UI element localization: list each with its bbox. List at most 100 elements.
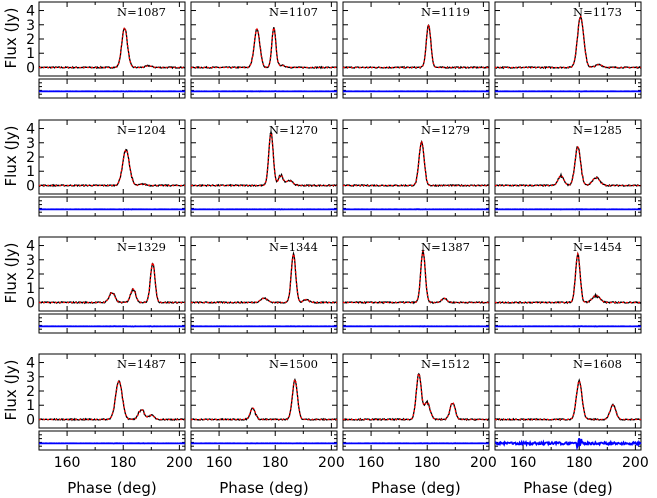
model-line: [343, 248, 489, 304]
model-line: [191, 251, 337, 304]
model-line: [191, 25, 337, 69]
model-line: [343, 371, 489, 421]
data-line: [190, 129, 338, 188]
x-tick-label: 160: [358, 455, 385, 471]
data-line: [38, 379, 186, 422]
x-tick-label: 180: [566, 455, 593, 471]
model-line: [495, 251, 641, 304]
model-line: [39, 260, 185, 304]
residual-axes-frame: [342, 78, 490, 99]
data-line: [495, 16, 642, 70]
panel: N=1107: [190, 1, 338, 99]
data-line: [342, 372, 490, 422]
panel-label: N=1387: [421, 240, 470, 254]
panel: N=1173: [494, 1, 642, 99]
data-line: [190, 377, 338, 422]
model-line: [39, 379, 185, 421]
residual-axes-frame: [494, 78, 642, 99]
y-axis-label: Flux (Jy): [2, 8, 20, 69]
model-line: [39, 148, 185, 187]
residual-axes-frame: [494, 430, 642, 451]
model-line: [191, 130, 337, 187]
y-tick-label: 2: [26, 384, 35, 400]
model-line: [495, 145, 641, 187]
residual-axes-frame: [494, 313, 642, 334]
x-tick-label: 180: [262, 455, 289, 471]
residual-axes-frame: [342, 430, 490, 451]
y-tick-label: 4: [26, 239, 35, 255]
y-tick-label: 4: [26, 4, 35, 20]
x-axis-label: Phase (deg): [523, 479, 613, 497]
x-axis-label: Phase (deg): [371, 479, 461, 497]
y-tick-label: 0: [26, 295, 35, 311]
panel: N=1454: [494, 236, 642, 334]
x-tick-label: 160: [54, 455, 81, 471]
y-tick-label: 0: [26, 60, 35, 76]
data-line: [342, 24, 490, 70]
panel-label: N=1454: [573, 240, 622, 254]
panel-label: N=1173: [573, 5, 622, 19]
y-tick-label: 4: [26, 122, 35, 138]
panel-label: N=1279: [421, 123, 470, 137]
axis-labels: Flux (Jy) Flux (Jy) Flux (Jy) Flux (Jy) …: [2, 8, 613, 497]
data-line: [494, 251, 642, 305]
y-tick-label: 3: [26, 18, 35, 34]
residual-axes-frame: [38, 430, 186, 451]
y-tick-label: 0: [26, 412, 35, 428]
model-line: [343, 139, 489, 187]
panel-label: N=1107: [269, 5, 318, 19]
residual-axes-frame: [190, 430, 338, 451]
panel: N=1512 160 180 200: [342, 353, 497, 471]
y-tick-label: 2: [26, 267, 35, 283]
panel-label: N=1608: [573, 357, 622, 371]
residual-axes-frame: [494, 196, 642, 217]
model-line: [343, 22, 489, 69]
data-line: [494, 146, 642, 188]
data-line: [494, 378, 642, 422]
x-tick-label: 160: [206, 455, 233, 471]
model-line: [495, 14, 641, 69]
y-tick-label: 1: [26, 281, 35, 297]
panel-label: N=1487: [117, 357, 166, 371]
y-tick-label: 3: [26, 253, 35, 269]
panel: N=1608 160 180 200: [494, 353, 649, 471]
y-tick-label: 3: [26, 136, 35, 152]
panel-label: N=1270: [269, 123, 318, 137]
x-tick-label: 200: [470, 455, 497, 471]
model-line: [191, 378, 337, 421]
panel: N=1285: [494, 119, 642, 217]
x-tick-label: 160: [510, 455, 537, 471]
y-tick-label: 1: [26, 398, 35, 414]
data-line: [38, 148, 186, 188]
y-axis-label: Flux (Jy): [2, 243, 20, 304]
panel: N=1119: [342, 1, 490, 99]
panel: N=1387: [342, 236, 490, 334]
model-line: [39, 26, 185, 69]
residual-axes-frame: [38, 196, 186, 217]
y-tick-label: 3: [26, 370, 35, 386]
data-line: [190, 27, 337, 70]
y-tick-label: 2: [26, 32, 35, 48]
panel-label: N=1512: [421, 357, 470, 371]
residual-axes-frame: [342, 313, 490, 334]
y-tick-label: 2: [26, 150, 35, 166]
residual-axes-frame: [190, 313, 338, 334]
panel-label: N=1119: [421, 5, 470, 19]
y-tick-label: 1: [26, 164, 35, 180]
y-axis-label: Flux (Jy): [2, 126, 20, 187]
y-axis-label: Flux (Jy): [2, 360, 20, 421]
data-line: [38, 262, 186, 305]
panel-label: N=1500: [269, 357, 318, 371]
data-line: [342, 249, 490, 305]
panel-label: N=1087: [117, 5, 166, 19]
panel-label: N=1204: [117, 123, 166, 137]
residual-axes-frame: [38, 78, 186, 99]
y-tick-label: 1: [26, 46, 35, 62]
panel: N=1500 160 180 200: [190, 353, 345, 471]
